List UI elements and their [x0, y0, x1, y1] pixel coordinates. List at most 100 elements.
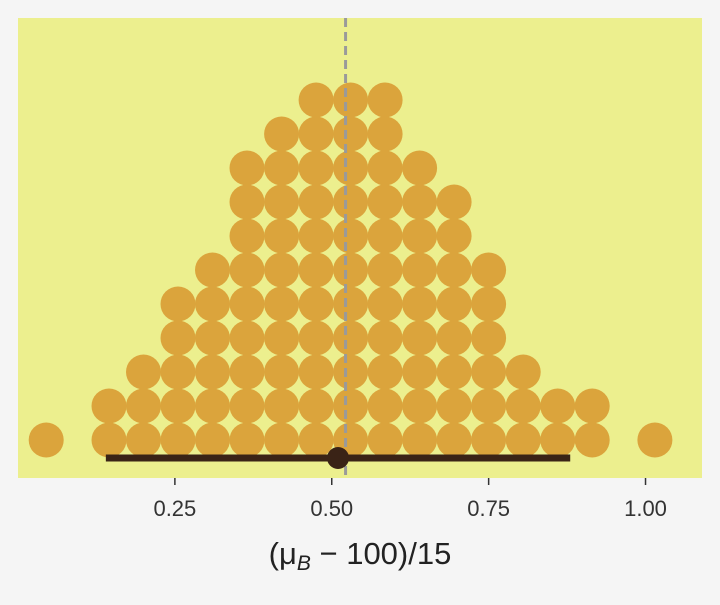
dot — [333, 320, 369, 356]
dot — [471, 286, 507, 322]
dot — [264, 116, 300, 152]
dot — [402, 150, 438, 186]
dot — [264, 388, 300, 424]
dot — [298, 116, 334, 152]
dot — [367, 184, 403, 220]
dot — [160, 354, 196, 390]
dot — [333, 354, 369, 390]
dot — [229, 150, 265, 186]
dot — [298, 320, 334, 356]
dot — [367, 354, 403, 390]
dot — [126, 422, 161, 458]
dot — [229, 320, 265, 356]
dot — [229, 422, 265, 458]
dot — [298, 184, 334, 220]
dot — [367, 388, 403, 424]
x-tick-label: 0.75 — [467, 496, 510, 521]
dot — [333, 116, 369, 152]
dot — [402, 422, 438, 458]
x-title-mu: μ — [279, 536, 297, 571]
dot — [333, 82, 369, 118]
dot — [574, 388, 610, 424]
x-tick-label: 0.25 — [153, 496, 196, 521]
dot — [505, 422, 541, 458]
interval-layer — [105, 447, 571, 469]
dot — [195, 252, 230, 288]
dot — [91, 388, 127, 424]
dot — [402, 252, 438, 288]
dot — [471, 388, 507, 424]
dot — [333, 388, 369, 424]
dot — [367, 320, 403, 356]
dot — [367, 116, 403, 152]
dot — [264, 286, 300, 322]
dot — [402, 354, 438, 390]
dot — [367, 82, 403, 118]
x-tick-label: 1.00 — [624, 496, 667, 521]
dot — [298, 388, 334, 424]
dot — [195, 422, 230, 458]
dot — [402, 218, 438, 254]
dot — [540, 422, 576, 458]
dot — [402, 184, 438, 220]
dot — [637, 422, 673, 458]
dot — [229, 252, 265, 288]
interval-point — [327, 447, 350, 469]
x-title-sub: B — [297, 552, 311, 575]
dot — [574, 422, 610, 458]
dot — [436, 320, 472, 356]
dot — [298, 218, 334, 254]
dot — [298, 354, 334, 390]
dot — [264, 320, 300, 356]
dots-layer — [28, 82, 673, 458]
dot — [298, 150, 334, 186]
dot — [436, 422, 472, 458]
dot — [436, 388, 472, 424]
dot — [264, 150, 300, 186]
dot — [367, 218, 403, 254]
dot — [402, 388, 438, 424]
dot — [91, 422, 127, 458]
x-title-rest: − 100)/15 — [311, 536, 451, 571]
x-title-open: ( — [269, 536, 280, 571]
dot — [264, 252, 300, 288]
dot — [195, 388, 230, 424]
dot — [402, 286, 438, 322]
dot — [229, 354, 265, 390]
dot — [298, 422, 334, 458]
dot — [436, 184, 472, 220]
dot — [471, 320, 507, 356]
dot — [160, 286, 196, 322]
dot — [160, 422, 196, 458]
dot — [195, 354, 230, 390]
dot — [367, 422, 403, 458]
dot — [298, 252, 334, 288]
dot — [402, 320, 438, 356]
dot — [540, 388, 576, 424]
dot — [264, 354, 300, 390]
dot — [436, 354, 472, 390]
dot — [126, 388, 161, 424]
dot — [298, 286, 334, 322]
dot — [195, 286, 230, 322]
dot — [333, 150, 369, 186]
dot — [264, 184, 300, 220]
dot — [160, 388, 196, 424]
dot — [229, 286, 265, 322]
dot — [471, 252, 507, 288]
dot — [471, 422, 507, 458]
dot — [333, 286, 369, 322]
x-tick-label: 0.50 — [310, 496, 353, 521]
x-axis-title: (μB − 100)/15 — [269, 536, 452, 575]
dot — [505, 354, 541, 390]
dot — [436, 218, 472, 254]
dot — [367, 286, 403, 322]
dot — [264, 218, 300, 254]
dot — [436, 286, 472, 322]
dot — [505, 388, 541, 424]
dot — [298, 82, 334, 118]
dot — [264, 422, 300, 458]
dot — [229, 218, 265, 254]
